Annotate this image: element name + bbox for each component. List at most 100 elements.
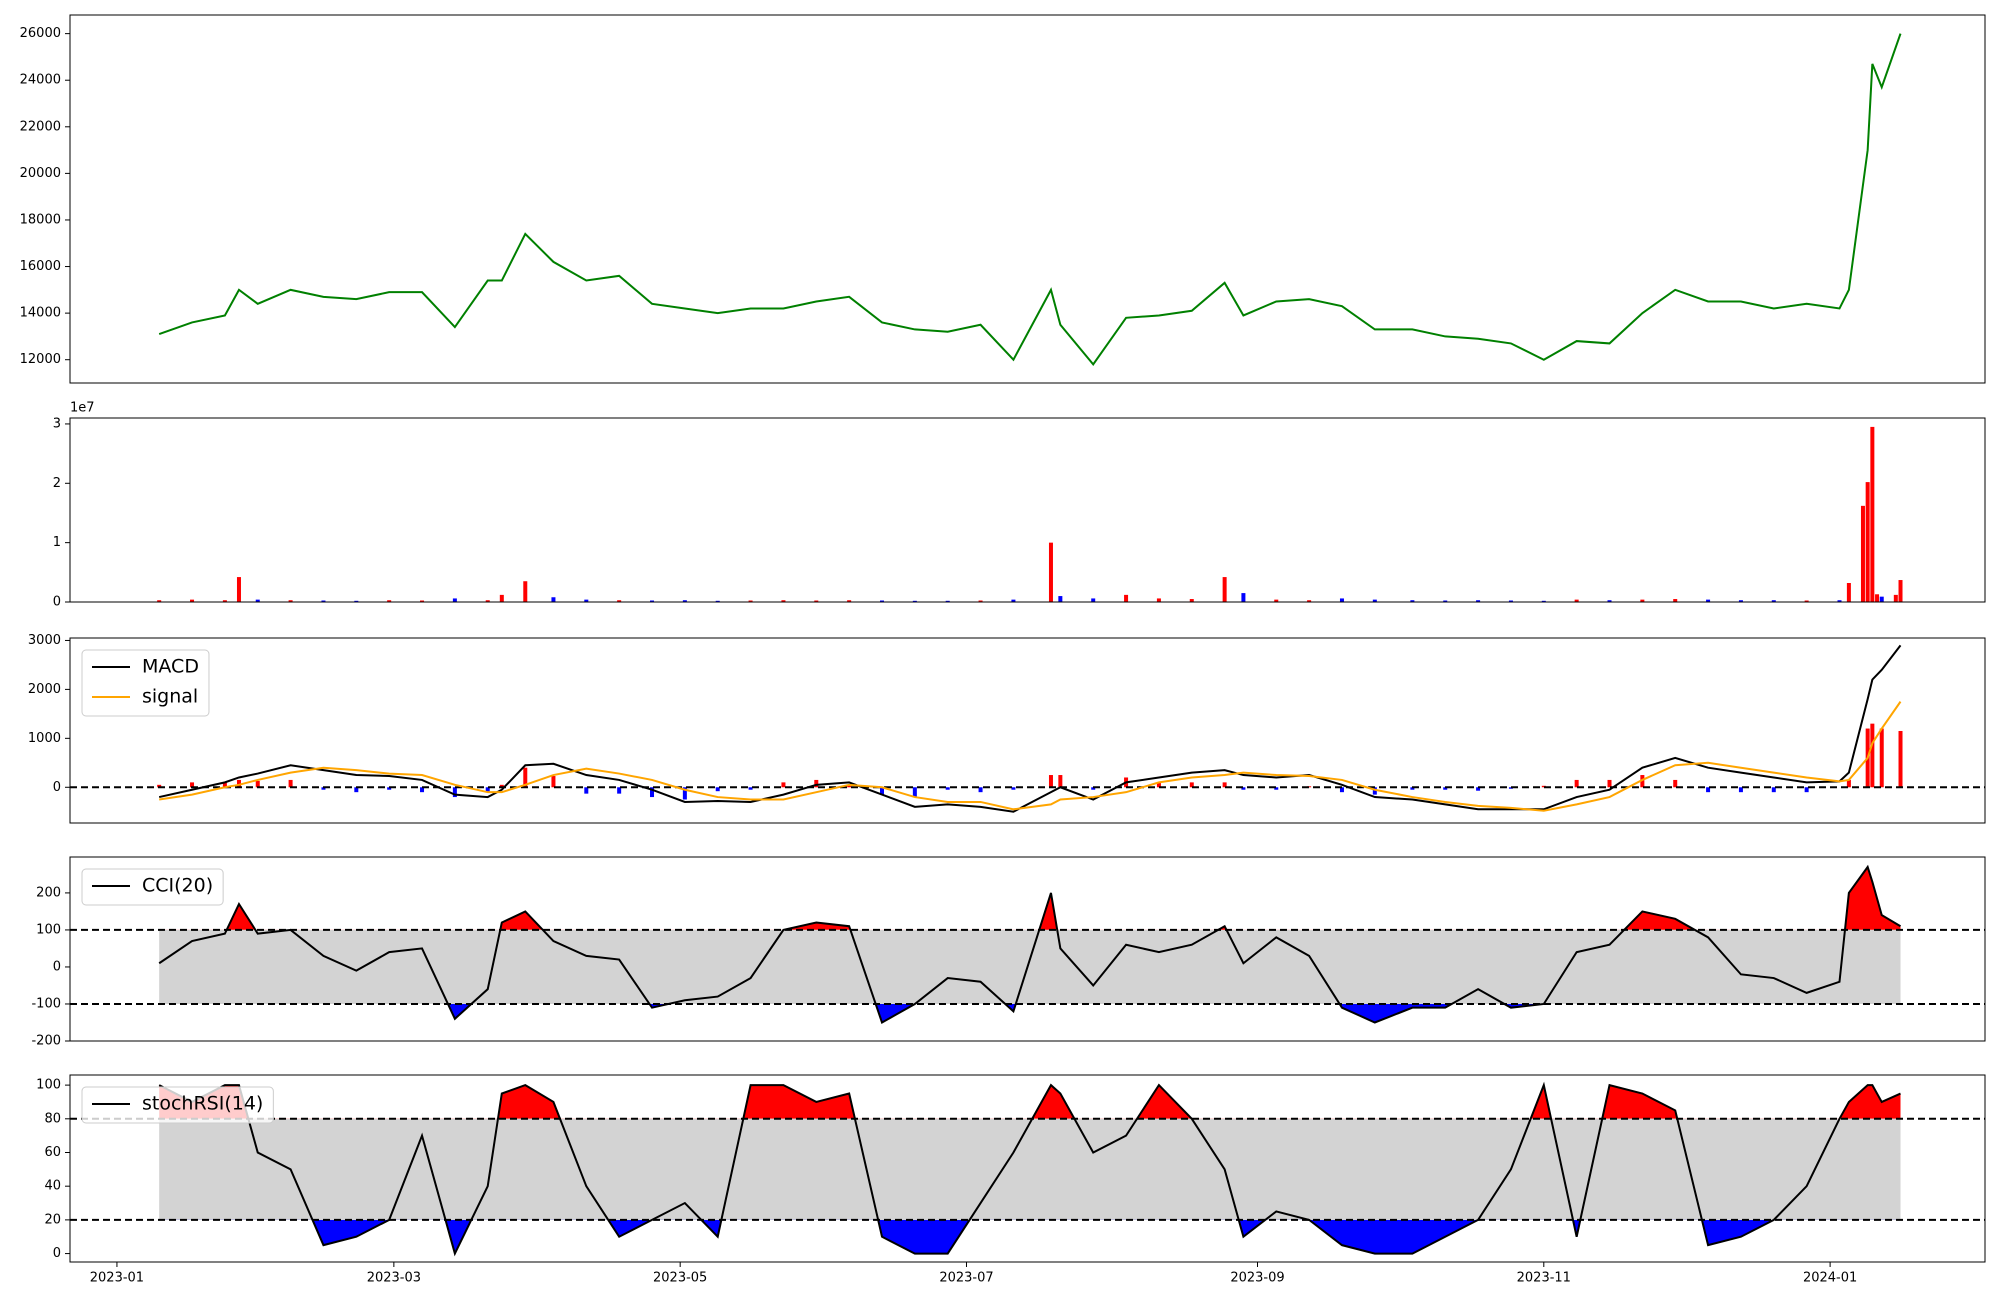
histogram-bar bbox=[236, 779, 241, 788]
histogram-bar bbox=[499, 784, 504, 788]
volume-bar bbox=[157, 600, 162, 602]
volume-bar bbox=[978, 600, 983, 602]
volume-bar bbox=[1307, 600, 1312, 602]
y-tick-label: 16000 bbox=[20, 259, 61, 274]
volume-bar bbox=[354, 600, 359, 602]
legend-box bbox=[81, 1086, 274, 1124]
x-tick-label: 2023-01 bbox=[90, 1271, 144, 1286]
neutral-band bbox=[159, 1118, 1901, 1220]
y-tick-label: 0 bbox=[53, 1246, 61, 1261]
histogram-bar bbox=[584, 787, 589, 794]
y-tick-label: 24000 bbox=[20, 73, 61, 88]
histogram-bar bbox=[1222, 782, 1227, 788]
histogram-bar bbox=[1879, 728, 1884, 788]
histogram-bar bbox=[945, 787, 950, 790]
histogram-bar bbox=[879, 787, 884, 795]
volume-bar bbox=[551, 597, 556, 602]
volume-bar bbox=[1476, 600, 1481, 602]
y-tick-label: 60 bbox=[44, 1145, 61, 1160]
histogram-bar bbox=[1846, 779, 1851, 788]
histogram-bar bbox=[1508, 787, 1513, 789]
histogram-bar bbox=[222, 782, 227, 788]
histogram-bar bbox=[523, 767, 528, 788]
axes-frame bbox=[69, 14, 1986, 384]
volume-bar bbox=[1241, 593, 1246, 602]
axes-frame bbox=[69, 856, 1986, 1042]
y-tick-label: -200 bbox=[31, 1034, 61, 1049]
volume-bar bbox=[1706, 599, 1711, 602]
y-tick-label: 3000 bbox=[28, 633, 61, 648]
histogram-bar bbox=[1011, 787, 1016, 790]
x-tick-label: 2023-07 bbox=[939, 1271, 993, 1286]
y-tick-label: 20000 bbox=[20, 166, 61, 181]
volume-bar bbox=[452, 598, 457, 602]
volume-bar bbox=[945, 600, 950, 602]
histogram-bar bbox=[452, 787, 457, 798]
volume-bar bbox=[222, 600, 227, 602]
volume-bar bbox=[485, 600, 490, 602]
volume-bar bbox=[715, 600, 720, 602]
histogram-bar bbox=[617, 787, 622, 794]
price-line bbox=[158, 33, 1902, 367]
volume-bar bbox=[499, 594, 504, 602]
volume-bar bbox=[288, 600, 293, 602]
volume-bar bbox=[1091, 598, 1096, 602]
volume-bar bbox=[1410, 600, 1415, 602]
y-tick-label: 3 bbox=[53, 416, 61, 431]
histogram-bar bbox=[321, 787, 326, 790]
legend-label: signal bbox=[142, 686, 198, 708]
y-tick-label: 0 bbox=[53, 959, 61, 974]
volume-bar bbox=[1846, 583, 1851, 602]
histogram-bar bbox=[1339, 787, 1344, 793]
histogram-bar bbox=[1048, 775, 1053, 788]
histogram-bar bbox=[847, 784, 852, 788]
y-tick-label: -100 bbox=[31, 996, 61, 1011]
volume-bar bbox=[1607, 600, 1612, 602]
y-tick-label: 22000 bbox=[20, 119, 61, 134]
histogram-bar bbox=[1870, 723, 1875, 788]
x-tick-label: 2023-03 bbox=[367, 1271, 421, 1286]
y-tick-label: 1000 bbox=[28, 731, 61, 746]
histogram-bar bbox=[485, 787, 490, 793]
volume-bar bbox=[1673, 599, 1678, 602]
legend-label: CCI(20) bbox=[142, 875, 213, 897]
volume-bar bbox=[1274, 599, 1279, 602]
histogram-bar bbox=[1443, 787, 1448, 790]
volume-bar bbox=[255, 599, 260, 602]
volume-bar bbox=[1222, 577, 1227, 602]
volume-bar bbox=[420, 600, 425, 602]
y-tick-label: 100 bbox=[36, 922, 61, 937]
histogram-bar bbox=[420, 787, 425, 793]
y-tick-label: 20 bbox=[44, 1212, 61, 1227]
volume-bar bbox=[584, 599, 589, 602]
plot-area bbox=[70, 864, 1985, 1024]
volume-bar bbox=[1771, 600, 1776, 602]
volume-bar bbox=[1837, 600, 1842, 602]
y-tick-label: 2 bbox=[53, 476, 61, 491]
histogram-bar bbox=[1898, 730, 1903, 788]
volume-bar bbox=[1870, 426, 1875, 602]
histogram-bar bbox=[978, 787, 983, 793]
volume-bar bbox=[1124, 594, 1129, 602]
indicator-line bbox=[159, 701, 1902, 812]
histogram-bar bbox=[1372, 787, 1377, 795]
histogram-bar bbox=[1541, 785, 1546, 788]
histogram-bar bbox=[814, 779, 819, 788]
volume-bar bbox=[617, 600, 622, 602]
volume-bar bbox=[1058, 596, 1063, 602]
histogram-bar bbox=[1574, 779, 1579, 788]
indicator-line bbox=[158, 1081, 1901, 1257]
volume-bar bbox=[1508, 600, 1513, 602]
neutral-band bbox=[159, 929, 1901, 1004]
offset-text: 1e7 bbox=[70, 401, 95, 416]
y-tick-label: 18000 bbox=[20, 212, 61, 227]
histogram-bar bbox=[682, 787, 687, 800]
volume-bar bbox=[1372, 599, 1377, 602]
volume-bar bbox=[879, 600, 884, 602]
plot-area bbox=[157, 426, 1903, 602]
histogram-bar bbox=[1241, 787, 1246, 790]
volume-bar bbox=[748, 600, 753, 602]
histogram-bar bbox=[781, 782, 786, 788]
